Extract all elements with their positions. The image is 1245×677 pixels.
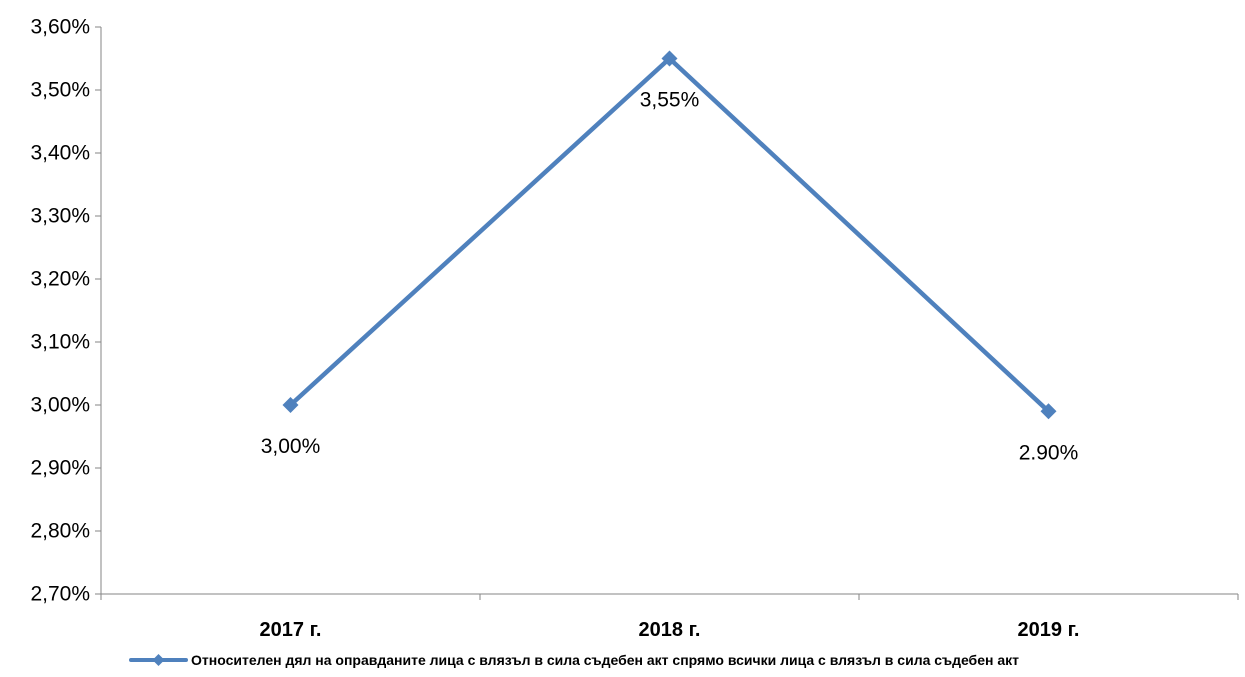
legend-label: Относителен дял на оправданите лица с вл… xyxy=(191,652,1019,668)
y-tick-label: 3,60% xyxy=(30,16,90,39)
data-label: 3,55% xyxy=(640,89,700,112)
y-tick-label: 2,70% xyxy=(30,583,90,606)
y-tick-label: 3,20% xyxy=(30,268,90,291)
x-tick-label: 2017 г. xyxy=(260,619,322,641)
y-tick-label: 2,80% xyxy=(30,520,90,543)
x-axis: 2017 г. 2018 г. 2019 г. xyxy=(100,593,1239,641)
y-tick-label: 3,30% xyxy=(30,205,90,228)
y-axis: 2,70% 2,80% 2,90% 3,00% 3,10% 3,20% 3,30% 3,40%… xyxy=(30,16,102,606)
x-tick-label: 2018 г. xyxy=(639,619,701,641)
data-point-marker xyxy=(661,50,678,67)
data-label: 3,00% xyxy=(261,435,321,458)
data-label: 2.90% xyxy=(1019,441,1079,464)
data-point-marker xyxy=(1040,403,1057,420)
y-tick-label: 3,00% xyxy=(30,394,90,417)
y-tick-label: 2,90% xyxy=(30,457,90,480)
y-tick-label: 3,40% xyxy=(30,142,90,165)
y-tick-label: 3,50% xyxy=(30,79,90,102)
x-tick-label: 2019 г. xyxy=(1018,619,1080,641)
series: 3,00% 3,55% 2.90% xyxy=(261,50,1079,464)
y-tick-label: 3,10% xyxy=(30,331,90,354)
legend-marker-swatch xyxy=(152,654,165,666)
legend: Относителен дял на оправданите лица с вл… xyxy=(129,652,1019,668)
data-point-marker xyxy=(282,397,299,413)
